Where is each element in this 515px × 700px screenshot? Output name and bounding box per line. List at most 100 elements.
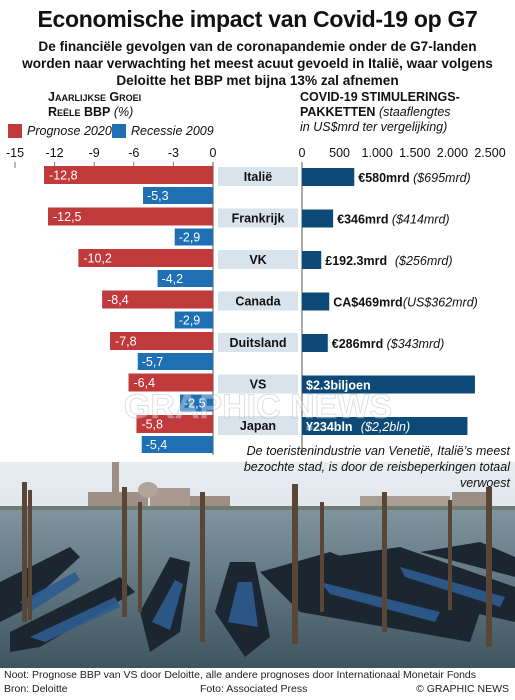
country-label: Italië: [244, 170, 273, 184]
stimulus-value-label: $2.3biljoen: [306, 379, 371, 393]
country-label-bg: [218, 250, 298, 269]
recession-value-label: -2,9: [179, 314, 201, 328]
photo-caption: De toeristenindustrie van Venetië, Itali…: [243, 444, 510, 490]
forecast-value-label: -7,8: [115, 335, 137, 349]
country-label: VK: [249, 253, 266, 267]
stimulus-header-line3: (staaflengtes: [378, 105, 451, 119]
gdp-header-unit: (%): [113, 105, 134, 119]
forecast-value-label: -5,8: [141, 418, 163, 432]
forecast-bar: [102, 290, 213, 309]
stimulus-usd-label: ($343mrd): [387, 337, 445, 351]
recession-bar: [174, 228, 213, 246]
recession-bar: [174, 311, 213, 329]
stimulus-tick-label: 2.000: [437, 146, 468, 160]
recession-bar: [137, 353, 213, 370]
recession-bar: [157, 270, 213, 287]
stimulus-tick-label: 500: [329, 146, 350, 160]
venice-gondolas-photo: [0, 462, 515, 668]
recession-value-label: -2,5: [184, 397, 206, 411]
gdp-tick-label: -9: [89, 146, 100, 160]
recession-bar: [180, 394, 213, 412]
forecast-value-label: -12,5: [53, 210, 82, 224]
stimulus-bar: [302, 209, 334, 228]
stimulus-usd-label: ($695mrd): [413, 171, 471, 185]
stimulus-tick-label: 1.000: [362, 146, 393, 160]
source-credit: Bron: Deloitte: [4, 683, 68, 695]
country-label-bg: [218, 333, 298, 352]
recession-value-label: -4,2: [162, 272, 184, 286]
gdp-header-line2: Reële BBP (%): [48, 105, 208, 120]
gdp-tick-label: -3: [168, 146, 179, 160]
stimulus-tick-label: 0: [299, 146, 306, 160]
stimulus-bar: [302, 417, 468, 435]
stimulus-header-line2: PAKKETTEN (staaflengtes: [300, 105, 510, 120]
stimulus-value-label: €346mrd: [337, 213, 388, 227]
stimulus-usd-label: ($414mrd): [392, 213, 450, 227]
recession-value-label: -2,9: [179, 231, 201, 245]
recession-bar: [141, 436, 213, 453]
forecast-bar: [78, 249, 213, 267]
legend-recession-swatch: [112, 124, 126, 138]
country-label: Japan: [240, 419, 276, 433]
stimulus-header: COVID-19 STIMULERINGS- PAKKETTEN (staafl…: [300, 90, 510, 135]
forecast-value-label: -8,4: [107, 293, 129, 307]
legend-recession: Recessie 2009: [112, 124, 214, 138]
watermark: GRAPHIC NEWS: [124, 388, 392, 426]
gdp-tick-label: -6: [128, 146, 139, 160]
forecast-bar: [48, 207, 213, 226]
gdp-tick-label: -15: [6, 146, 24, 160]
legend-recession-label: Recessie 2009: [131, 124, 214, 138]
stimulus-tick-label: 1.500: [399, 146, 430, 160]
country-label: Canada: [235, 295, 281, 309]
stimulus-bar: [302, 334, 328, 352]
country-label-bg: [218, 416, 298, 435]
stimulus-value-label: CA$469mrd: [333, 296, 402, 310]
stimulus-header-line2-text: PAKKETTEN: [300, 105, 376, 119]
photo-credit: Foto: Associated Press: [200, 683, 308, 695]
country-label-bg: [218, 208, 298, 228]
forecast-value-label: -10,2: [83, 252, 112, 266]
stimulus-bar: [302, 292, 330, 311]
legend-forecast-swatch: [8, 124, 22, 138]
footnote: Noot: Prognose BBP van VS door Deloitte,…: [4, 669, 477, 681]
country-label-bg: [218, 291, 298, 311]
stimulus-bar: [302, 251, 322, 269]
gdp-header-line1: Jaarlijkse Groei: [48, 90, 142, 104]
page-subtitle: De financiële gevolgen van de coronapand…: [22, 39, 493, 88]
forecast-bar: [136, 415, 213, 433]
country-label-bg: [218, 374, 298, 394]
stimulus-value-label: €580mrd: [358, 171, 409, 185]
legend-forecast: Prognose 2020: [8, 124, 112, 138]
copyright: © GRAPHIC NEWS: [416, 683, 509, 695]
recession-value-label: -5,7: [142, 355, 164, 369]
stimulus-value-label: €286mrd: [332, 337, 383, 351]
country-label: VS: [250, 378, 267, 392]
country-label: Frankrijk: [232, 212, 285, 226]
stimulus-tick-label: 2.500: [474, 146, 505, 160]
forecast-value-label: -6,4: [134, 376, 156, 390]
forecast-bar: [128, 373, 213, 392]
gdp-header-line2-text: Reële BBP: [48, 105, 111, 119]
gdp-header: Jaarlijkse Groei Reële BBP (%): [48, 90, 208, 120]
gdp-tick-label: -12: [46, 146, 64, 160]
gdp-tick-label: 0: [210, 146, 217, 160]
recession-bar: [143, 187, 213, 204]
forecast-value-label: -12,8: [49, 169, 78, 183]
stimulus-header-line1: COVID-19 STIMULERINGS-: [300, 90, 460, 104]
stimulus-usd-label: ($2,2bln): [361, 420, 410, 434]
forecast-bar: [110, 332, 213, 350]
stimulus-bar: [302, 375, 475, 394]
stimulus-bar: [302, 168, 355, 186]
recession-value-label: -5,4: [146, 438, 168, 452]
country-label: Duitsland: [230, 336, 287, 350]
country-label-bg: [218, 167, 298, 186]
page-title: Economische impact van Covid-19 op G7: [37, 6, 478, 32]
stimulus-value-label: £192.3mrd: [325, 254, 387, 268]
stimulus-header-line4: in US$mrd ter vergelijking): [300, 120, 448, 134]
stimulus-usd-label: (US$362mrd): [403, 296, 478, 310]
forecast-bar: [44, 166, 213, 184]
chart-canvas: -15 -12 -9 -6 -3 0 0 500 1.000 1.500 2.000 2.500 -12…: [6, 146, 506, 455]
stimulus-usd-label: ($256mrd): [395, 254, 453, 268]
legend-forecast-label: Prognose 2020: [27, 124, 112, 138]
recession-value-label: -5,3: [147, 189, 169, 203]
